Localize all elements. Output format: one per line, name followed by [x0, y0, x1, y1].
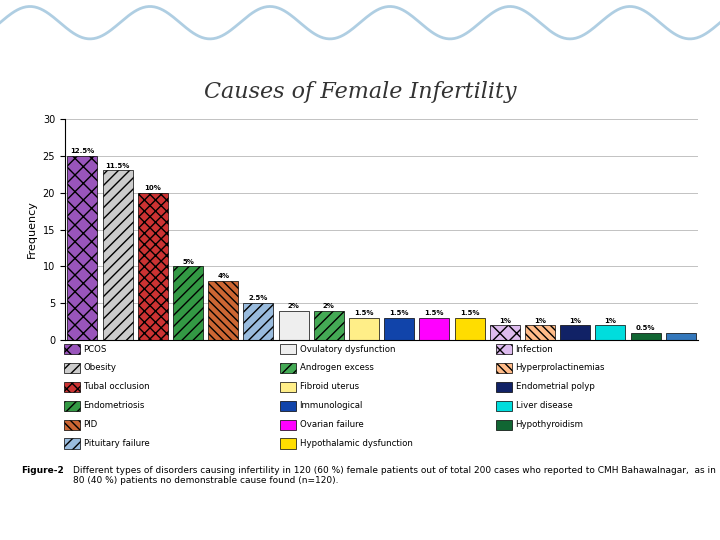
Bar — [496, 344, 513, 354]
Text: 2.5%: 2.5% — [248, 295, 268, 301]
Text: Tubal occlusion: Tubal occlusion — [84, 382, 149, 392]
Bar — [64, 382, 81, 392]
Bar — [420, 318, 449, 340]
Bar — [280, 363, 297, 373]
Bar — [103, 171, 132, 340]
Bar — [595, 326, 626, 340]
Text: Infection: Infection — [516, 345, 553, 354]
Bar — [496, 401, 513, 411]
Bar — [384, 318, 414, 340]
Text: 0.5%: 0.5% — [636, 325, 655, 331]
Bar — [280, 382, 297, 392]
Text: 1%: 1% — [499, 318, 510, 323]
Bar — [525, 326, 555, 340]
Text: Ovulatory dysfunction: Ovulatory dysfunction — [300, 345, 395, 354]
Bar — [64, 363, 81, 373]
Text: Hypothalamic dysfunction: Hypothalamic dysfunction — [300, 439, 413, 448]
Text: 11.5%: 11.5% — [105, 163, 130, 168]
Bar — [314, 310, 343, 340]
Bar — [631, 333, 660, 340]
Text: PCOS: PCOS — [84, 345, 107, 354]
Text: 1.5%: 1.5% — [460, 310, 480, 316]
Bar — [279, 310, 309, 340]
Text: 4%: 4% — [217, 273, 229, 279]
Text: 2%: 2% — [288, 303, 300, 309]
Text: Hypothyroidism: Hypothyroidism — [516, 420, 583, 429]
Text: Different types of disorders causing infertility in 120 (60 %) female patients o: Different types of disorders causing inf… — [73, 465, 716, 485]
Text: 1%: 1% — [534, 318, 546, 323]
Text: Ovarian failure: Ovarian failure — [300, 420, 364, 429]
Text: 5%: 5% — [182, 259, 194, 265]
Text: Fibroid uterus: Fibroid uterus — [300, 382, 359, 392]
Bar — [64, 438, 81, 449]
Bar — [280, 438, 297, 449]
Bar — [496, 420, 513, 430]
Bar — [496, 363, 513, 373]
Text: 1%: 1% — [604, 318, 616, 323]
Text: 1.5%: 1.5% — [354, 310, 374, 316]
Text: Endometrial polyp: Endometrial polyp — [516, 382, 595, 392]
Bar — [496, 382, 513, 392]
Bar — [208, 281, 238, 340]
Bar — [138, 193, 168, 340]
Text: Liver disease: Liver disease — [516, 401, 572, 410]
Bar — [280, 420, 297, 430]
Bar — [64, 420, 81, 430]
Bar — [454, 318, 485, 340]
Bar — [243, 303, 274, 340]
Text: 10%: 10% — [145, 185, 161, 191]
Bar — [280, 401, 297, 411]
Bar — [349, 318, 379, 340]
Text: Pituitary failure: Pituitary failure — [84, 439, 149, 448]
Text: 1%: 1% — [570, 318, 581, 323]
Bar — [666, 333, 696, 340]
Text: Endometriosis: Endometriosis — [84, 401, 145, 410]
Text: Immunological: Immunological — [300, 401, 363, 410]
Text: 1.5%: 1.5% — [390, 310, 409, 316]
Text: 1.5%: 1.5% — [425, 310, 444, 316]
Bar — [490, 326, 520, 340]
Text: Obesity: Obesity — [84, 363, 117, 373]
Text: PID: PID — [84, 420, 98, 429]
Text: 12.5%: 12.5% — [71, 148, 94, 154]
Text: Androgen excess: Androgen excess — [300, 363, 374, 373]
Bar — [64, 344, 81, 354]
Text: Causes of Female Infertility: Causes of Female Infertility — [204, 81, 516, 103]
Text: Figure-2: Figure-2 — [22, 465, 64, 475]
Text: Hyperprolactinemias: Hyperprolactinemias — [516, 363, 605, 373]
Bar — [68, 156, 97, 340]
Bar — [64, 401, 81, 411]
Y-axis label: Frequency: Frequency — [27, 200, 37, 259]
Bar — [560, 326, 590, 340]
Text: 2%: 2% — [323, 303, 335, 309]
Bar — [173, 266, 203, 340]
Bar — [280, 344, 297, 354]
